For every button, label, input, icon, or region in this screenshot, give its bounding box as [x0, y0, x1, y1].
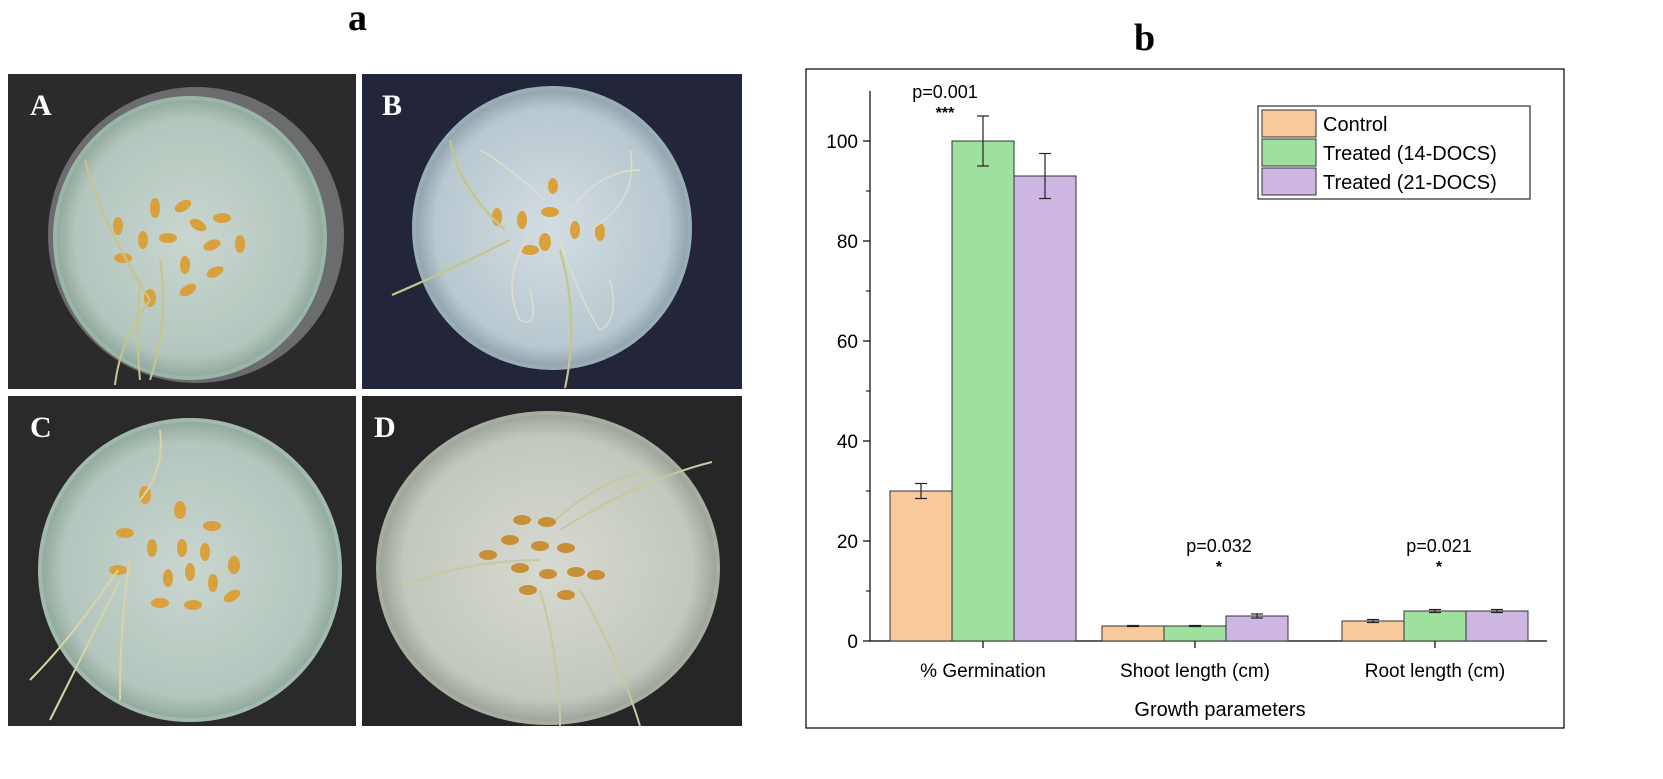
p-value-label: p=0.021 — [1406, 536, 1472, 556]
legend-label: Treated (21-DOCS) — [1323, 172, 1497, 194]
plate-grid: A B C D — [8, 74, 742, 727]
plate-b-photo — [362, 74, 742, 389]
y-tick-label: 100 — [826, 132, 858, 153]
plate-c-photo — [8, 396, 356, 726]
x-tick-label: Root length (cm) — [1365, 661, 1505, 682]
legend-swatch — [1261, 109, 1317, 138]
plate-a-photo — [8, 74, 356, 389]
y-tick-label: 60 — [837, 332, 858, 353]
legend-swatch — [1261, 167, 1317, 196]
plate-label-d: D — [374, 411, 396, 444]
legend-label: Control — [1323, 114, 1387, 136]
bar — [1465, 610, 1529, 642]
plate-label-a: A — [30, 89, 52, 122]
bar — [1341, 620, 1405, 642]
x-tick-label: % Germination — [920, 661, 1046, 682]
y-tick-label: 20 — [837, 532, 858, 553]
p-value-label: p=0.032 — [1186, 536, 1252, 556]
y-tick-label: 0 — [847, 632, 858, 653]
legend-label: Treated (14-DOCS) — [1323, 143, 1497, 165]
panel-letter-a: a — [348, 0, 367, 39]
significance-stars: * — [1436, 559, 1443, 576]
bar — [889, 490, 953, 642]
photo-panel: a — [0, 0, 760, 779]
y-tick-label: 40 — [837, 432, 858, 453]
significance-stars: *** — [936, 105, 955, 122]
y-tick-label: 80 — [837, 232, 858, 253]
panel-letter-b: b — [1134, 17, 1156, 59]
bar — [1101, 625, 1165, 642]
bar — [1013, 175, 1077, 642]
bar — [951, 140, 1015, 642]
bar — [1403, 610, 1467, 642]
plate-label-b: B — [382, 89, 402, 122]
x-tick-label: Shoot length (cm) — [1120, 661, 1270, 682]
p-value-label: p=0.001 — [912, 82, 978, 102]
legend-swatch — [1261, 138, 1317, 167]
bar — [1225, 615, 1289, 642]
chart-frame — [805, 68, 1565, 729]
significance-stars: * — [1216, 559, 1223, 576]
bar — [1163, 625, 1227, 642]
plate-label-c: C — [30, 411, 52, 444]
x-axis-title: Growth parameters — [1134, 699, 1305, 721]
plate-d-photo — [362, 396, 742, 727]
